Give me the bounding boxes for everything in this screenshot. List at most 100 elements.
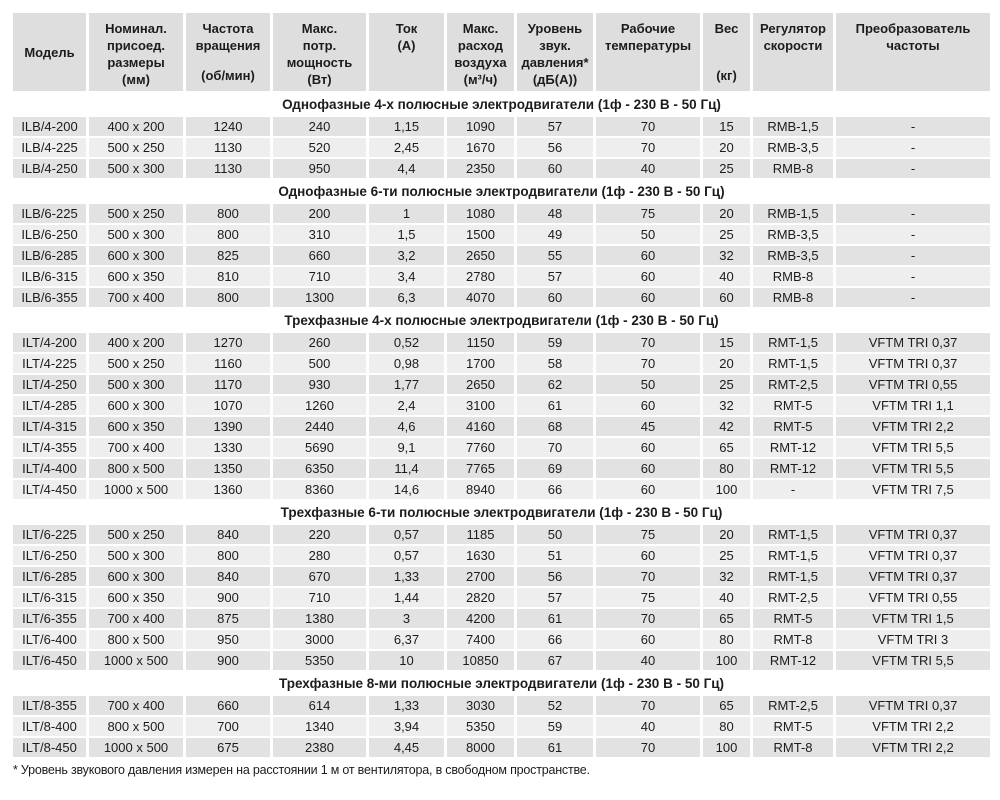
table-cell: 2700 [447, 567, 514, 586]
table-cell: 69 [517, 459, 593, 478]
table-cell: RMT-2,5 [753, 588, 833, 607]
table-cell: 60 [596, 246, 700, 265]
table-cell: 670 [273, 567, 366, 586]
table-cell: 900 [186, 588, 270, 607]
table-row: ILT/6-315 600 x 350 900 710 1,44 2820 57 75 40 RM… [13, 588, 990, 607]
table-cell: 42 [703, 417, 750, 436]
table-cell: 65 [703, 609, 750, 628]
table-cell: 600 x 350 [89, 267, 183, 286]
table-cell: ILB/6-285 [13, 246, 86, 265]
column-header-sound-pressure: Уровень звук. давления* (дБ(А)) [517, 13, 593, 91]
table-cell: 800 [186, 225, 270, 244]
table-cell: ILT/6-285 [13, 567, 86, 586]
table-cell: 700 x 400 [89, 696, 183, 715]
table-cell: 60 [596, 480, 700, 499]
table-cell: 700 x 400 [89, 438, 183, 457]
table-cell: 60 [596, 267, 700, 286]
table-cell: RMT-5 [753, 417, 833, 436]
table-cell: ILB/6-315 [13, 267, 86, 286]
table-cell: RMB-8 [753, 159, 833, 178]
column-header-dimensions: Номинал. присоед. размеры (мм) [89, 13, 183, 91]
table-cell: 310 [273, 225, 366, 244]
column-header-label: Модель [24, 44, 75, 60]
table-cell: ILT/6-450 [13, 651, 86, 670]
table-cell: RMT-1,5 [753, 354, 833, 373]
table-cell: 520 [273, 138, 366, 157]
table-cell: 660 [273, 246, 366, 265]
table-row: ILT/4-355 700 x 400 1330 5690 9,1 7760 70 60 65 R… [13, 438, 990, 457]
table-cell: ILB/4-250 [13, 159, 86, 178]
table-cell: 1350 [186, 459, 270, 478]
table-row: ILB/6-225 500 x 250 800 200 1 1080 48 75 20 RMB-1… [13, 204, 990, 223]
table-cell: ILB/4-225 [13, 138, 86, 157]
table-cell: - [753, 480, 833, 499]
table-cell: 1,33 [369, 696, 444, 715]
table-cell: 32 [703, 567, 750, 586]
table-cell: 600 x 350 [89, 417, 183, 436]
table-cell: - [836, 159, 990, 178]
table-cell: 65 [703, 696, 750, 715]
table-cell: ILT/4-200 [13, 333, 86, 352]
table-cell: 1500 [447, 225, 514, 244]
table-cell: 80 [703, 630, 750, 649]
column-header-model: Модель [13, 13, 86, 91]
table-cell: 8360 [273, 480, 366, 499]
table-cell: ILT/8-450 [13, 738, 86, 757]
table-cell: RMB-3,5 [753, 225, 833, 244]
table-cell: 614 [273, 696, 366, 715]
table-cell: 840 [186, 525, 270, 544]
table-cell: 4,4 [369, 159, 444, 178]
table-cell: VFTM TRI 5,5 [836, 459, 990, 478]
table-cell: 900 [186, 651, 270, 670]
table-cell: 70 [596, 354, 700, 373]
table-row: ILT/4-200 400 x 200 1270 260 0,52 1150 59 70 15 R… [13, 333, 990, 352]
column-header-unit: (кг) [716, 68, 737, 83]
table-row: ILT/4-225 500 x 250 1160 500 0,98 1700 58 70 20 R… [13, 354, 990, 373]
table-cell: ILT/6-250 [13, 546, 86, 565]
table-cell: RMB-3,5 [753, 246, 833, 265]
table-cell: 1,77 [369, 375, 444, 394]
table-cell: 67 [517, 651, 593, 670]
table-cell: 50 [596, 375, 700, 394]
table-cell: RMT-2,5 [753, 375, 833, 394]
table-cell: 60 [596, 546, 700, 565]
table-cell: 2820 [447, 588, 514, 607]
table-cell: ILB/6-355 [13, 288, 86, 307]
table-cell: 70 [596, 117, 700, 136]
table-cell: 280 [273, 546, 366, 565]
table-cell: 500 [273, 354, 366, 373]
table-row: ILB/4-225 500 x 250 1130 520 2,45 1670 56 70 20 R… [13, 138, 990, 157]
table-cell: 58 [517, 354, 593, 373]
table-cell: 70 [517, 438, 593, 457]
table-cell: 2650 [447, 246, 514, 265]
table-cell: - [836, 225, 990, 244]
table-cell: 6,37 [369, 630, 444, 649]
table-cell: - [836, 204, 990, 223]
table-cell: ILT/4-285 [13, 396, 86, 415]
table-cell: ILB/6-250 [13, 225, 86, 244]
table-cell: 49 [517, 225, 593, 244]
table-cell: 20 [703, 525, 750, 544]
table-row: ILT/6-450 1000 x 500 900 5350 10 10850 67 40 100… [13, 651, 990, 670]
table-cell: 7760 [447, 438, 514, 457]
table-cell: 2380 [273, 738, 366, 757]
table-cell: 675 [186, 738, 270, 757]
table-cell: RMT-1,5 [753, 567, 833, 586]
table-row: ILT/8-355 700 x 400 660 614 1,33 3030 52 70 65 RM… [13, 696, 990, 715]
table-row: ILB/6-315 600 x 350 810 710 3,4 2780 57 60 40 RMB… [13, 267, 990, 286]
table-cell: 25 [703, 375, 750, 394]
section-header: Трехфазные 6-ти полюсные электродвигател… [280, 505, 723, 520]
table-cell: 40 [703, 588, 750, 607]
table-cell: 1130 [186, 138, 270, 157]
table-cell: 3100 [447, 396, 514, 415]
column-header-label: Макс. потр. мощность [286, 21, 353, 70]
column-header-unit: (об/мин) [201, 68, 255, 83]
table-cell: 4160 [447, 417, 514, 436]
table-cell: 660 [186, 696, 270, 715]
table-cell: ILT/6-355 [13, 609, 86, 628]
table-cell: 500 x 300 [89, 546, 183, 565]
table-cell: 20 [703, 138, 750, 157]
table-cell: 1,33 [369, 567, 444, 586]
table-cell: - [836, 288, 990, 307]
table-cell: 810 [186, 267, 270, 286]
